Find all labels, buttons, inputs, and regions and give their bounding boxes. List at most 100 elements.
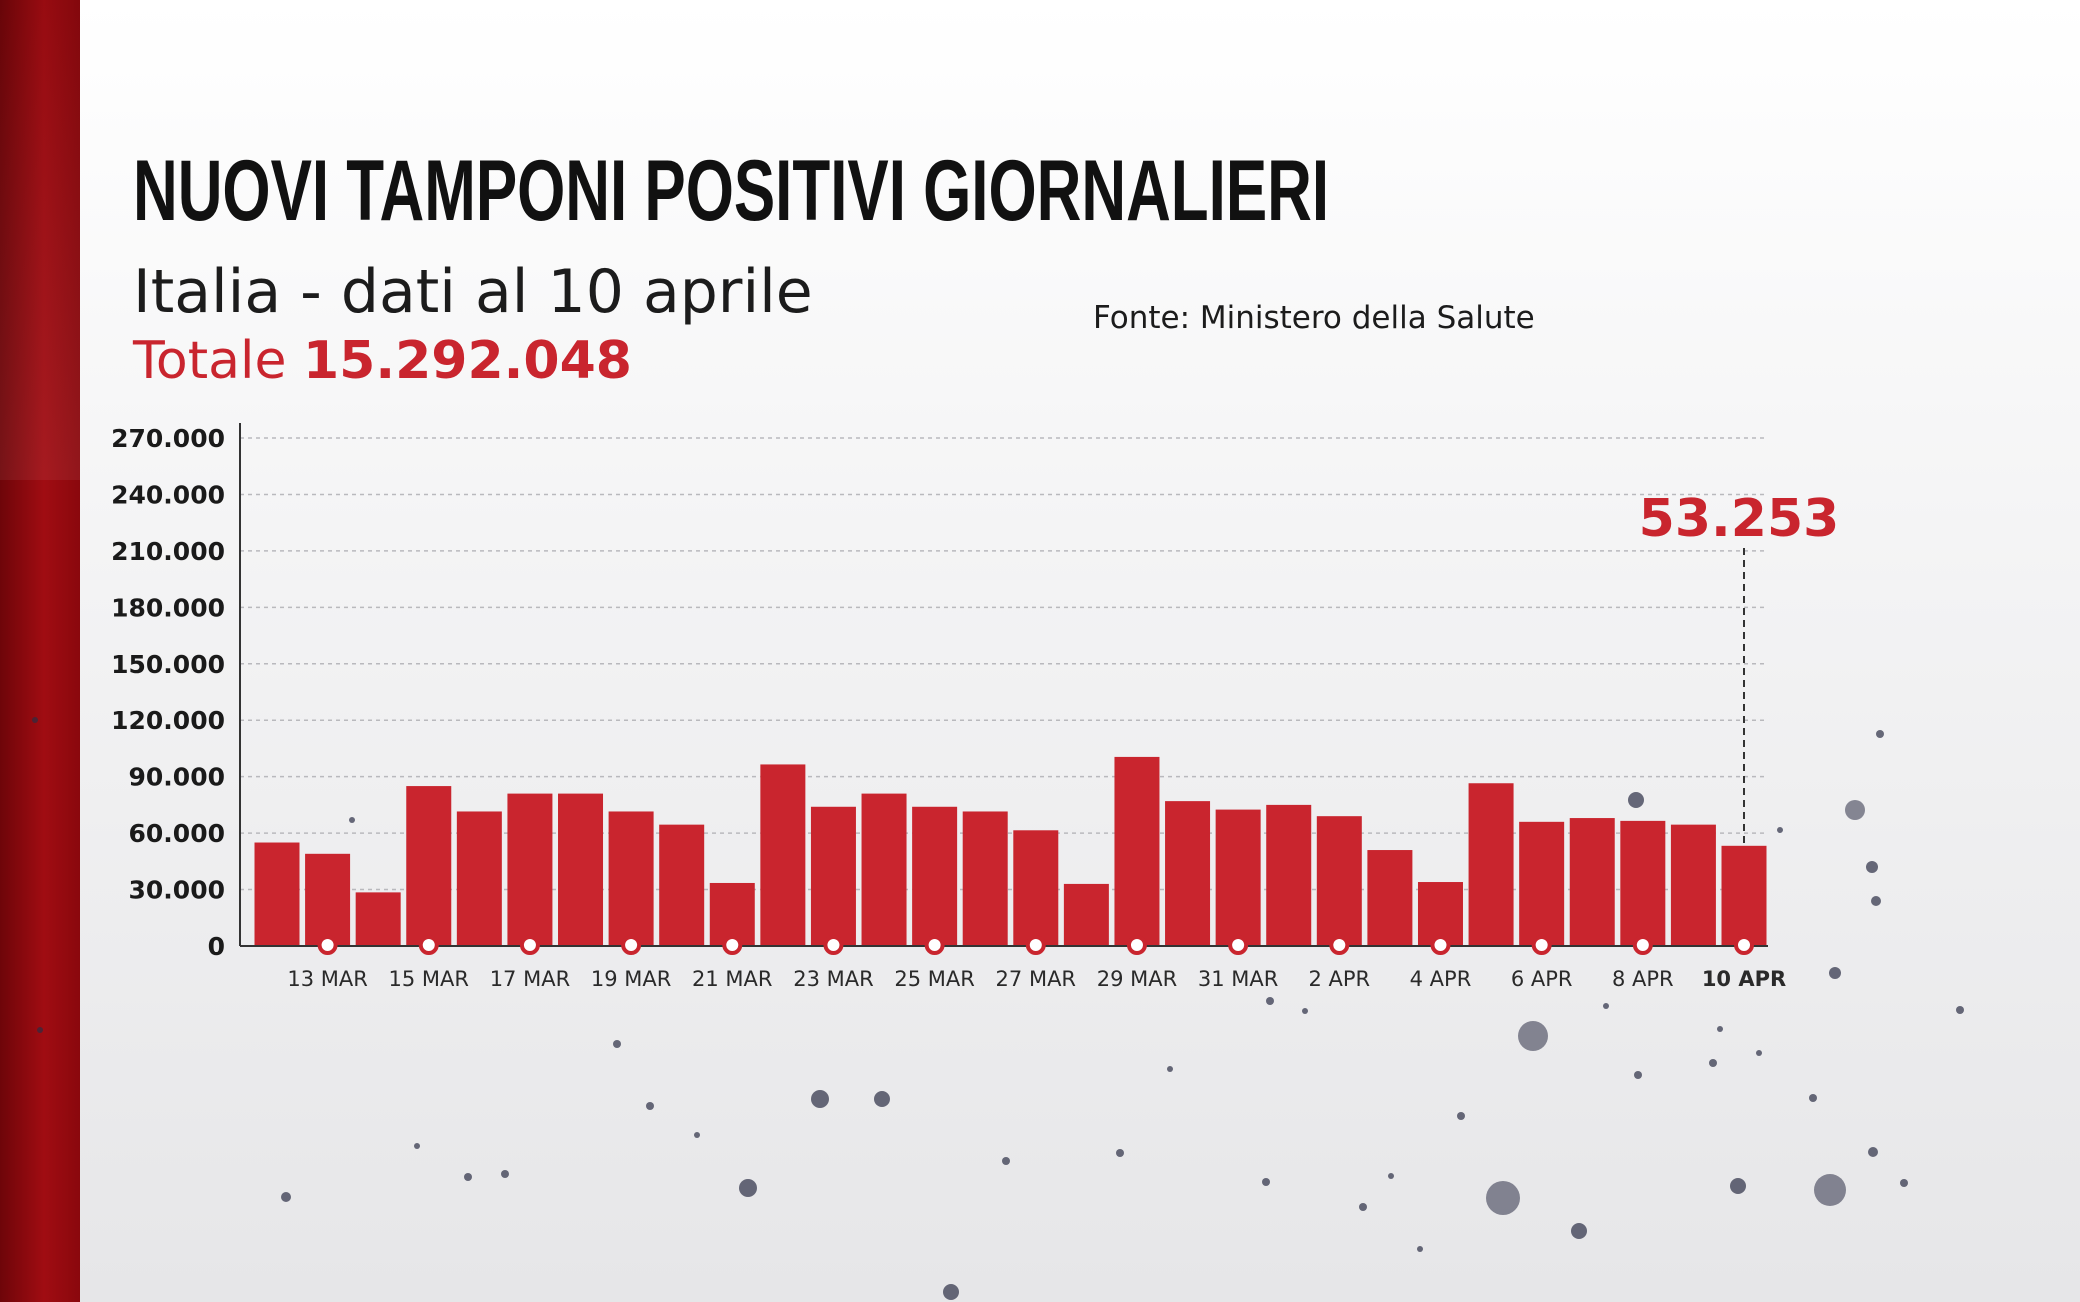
- background-dot: [281, 1192, 291, 1202]
- x-tick-label: 8 APR: [1612, 967, 1674, 991]
- bar: [1013, 830, 1059, 946]
- x-tick-marker: [1430, 935, 1451, 955]
- background-dot: [1868, 1147, 1878, 1157]
- highlight-callout: 53.253: [1639, 489, 1840, 846]
- background-dot: [694, 1132, 700, 1138]
- background-dot: [874, 1091, 890, 1107]
- bar: [355, 892, 401, 946]
- background-dot: [1359, 1203, 1367, 1211]
- bar: [254, 842, 300, 946]
- background-dot: [1845, 800, 1865, 820]
- side-band-shade: [0, 0, 80, 480]
- x-axis-ticks: 13 MAR 15 MAR 17 MAR 19 MAR 21 MAR 23 MAR 25 M…: [287, 935, 1786, 991]
- y-tick-label: 30.000: [129, 876, 225, 905]
- x-tick-marker: [621, 935, 642, 955]
- background-dot: [1262, 1178, 1270, 1186]
- x-tick-label: 29 MAR: [1097, 967, 1177, 991]
- x-tick-marker: [823, 935, 844, 955]
- bar: [659, 824, 705, 946]
- background-dot: [1571, 1223, 1587, 1239]
- background-dot: [1956, 1006, 1964, 1014]
- background-dot: [613, 1040, 621, 1048]
- y-tick-label: 120.000: [111, 706, 225, 735]
- y-tick-label: 60.000: [129, 819, 225, 848]
- background-dot: [1634, 1071, 1642, 1079]
- total-label: Totale: [133, 331, 287, 391]
- background-dot: [1457, 1112, 1465, 1120]
- x-tick-marker: [1734, 935, 1754, 955]
- x-tick-marker: [1632, 935, 1653, 955]
- bar: [1165, 801, 1211, 946]
- background-dot: [1871, 896, 1881, 906]
- x-tick-label: 10 APR: [1702, 967, 1786, 991]
- source-note: Fonte: Ministero della Salute: [1093, 300, 1535, 336]
- bar: [1114, 756, 1160, 946]
- background-dot: [1002, 1157, 1010, 1165]
- background-dot: [1730, 1178, 1746, 1194]
- background-dot: [1809, 1094, 1817, 1102]
- background-dot: [32, 717, 38, 723]
- x-tick-marker: [1025, 935, 1046, 955]
- x-tick-marker: [1329, 935, 1350, 955]
- background-dot: [1302, 1008, 1308, 1014]
- background-dot: [464, 1173, 472, 1181]
- y-axis-ticks: 0 30.000 60.000 90.000 120.000 150.000 180.000…: [111, 424, 225, 961]
- x-tick-label: 31 MAR: [1198, 967, 1278, 991]
- background-dot: [414, 1143, 420, 1149]
- background-dots: [32, 717, 1964, 1300]
- bar: [608, 811, 654, 946]
- x-tick-marker: [1228, 935, 1249, 955]
- x-tick-label: 13 MAR: [287, 967, 367, 991]
- bar: [1569, 818, 1615, 946]
- total-line: Totale 15.292.048: [133, 335, 632, 387]
- background-dot: [349, 817, 355, 823]
- y-tick-label: 270.000: [111, 424, 225, 453]
- x-tick-label: 17 MAR: [490, 967, 570, 991]
- background-dot: [943, 1284, 959, 1300]
- background-dot: [1866, 861, 1878, 873]
- x-tick-marker: [722, 935, 743, 955]
- bar: [1063, 883, 1109, 946]
- background-dot: [1777, 827, 1783, 833]
- background-dot: [37, 1027, 43, 1033]
- background-dot: [1167, 1066, 1173, 1072]
- background-dot: [1876, 730, 1884, 738]
- callout-value: 53.253: [1639, 489, 1840, 549]
- bar: [1367, 850, 1413, 946]
- background-dot: [1388, 1173, 1394, 1179]
- background-dot: [1603, 1003, 1609, 1009]
- bar: [1670, 824, 1716, 946]
- bar: [1266, 804, 1312, 946]
- x-tick-marker: [924, 935, 945, 955]
- bar: [305, 853, 351, 946]
- x-tick-label: 4 APR: [1410, 967, 1472, 991]
- x-tick-marker: [519, 935, 540, 955]
- total-value: 15.292.048: [302, 331, 632, 391]
- background-dot: [1266, 997, 1274, 1005]
- y-tick-label: 150.000: [111, 650, 225, 679]
- y-tick-label: 0: [208, 932, 225, 961]
- background-dot: [1829, 967, 1841, 979]
- x-tick-marker: [1126, 935, 1147, 955]
- background-dot: [1417, 1246, 1423, 1252]
- x-tick-label: 19 MAR: [591, 967, 671, 991]
- bar: [861, 793, 907, 946]
- background-dot: [1709, 1059, 1717, 1067]
- y-tick-label: 180.000: [111, 593, 225, 622]
- y-tick-label: 210.000: [111, 537, 225, 566]
- background-dot: [501, 1170, 509, 1178]
- bar: [1468, 783, 1514, 946]
- bar: [1215, 809, 1261, 946]
- bar: [507, 793, 553, 946]
- x-tick-label: 15 MAR: [389, 967, 469, 991]
- bar: [912, 806, 958, 946]
- bar: [558, 793, 604, 946]
- background-dot: [1116, 1149, 1124, 1157]
- x-tick-label: 25 MAR: [894, 967, 974, 991]
- side-band: [0, 0, 80, 1302]
- bar: [406, 786, 452, 946]
- background-dot: [1900, 1179, 1908, 1187]
- x-tick-label: 21 MAR: [692, 967, 772, 991]
- background-dot: [1756, 1050, 1762, 1056]
